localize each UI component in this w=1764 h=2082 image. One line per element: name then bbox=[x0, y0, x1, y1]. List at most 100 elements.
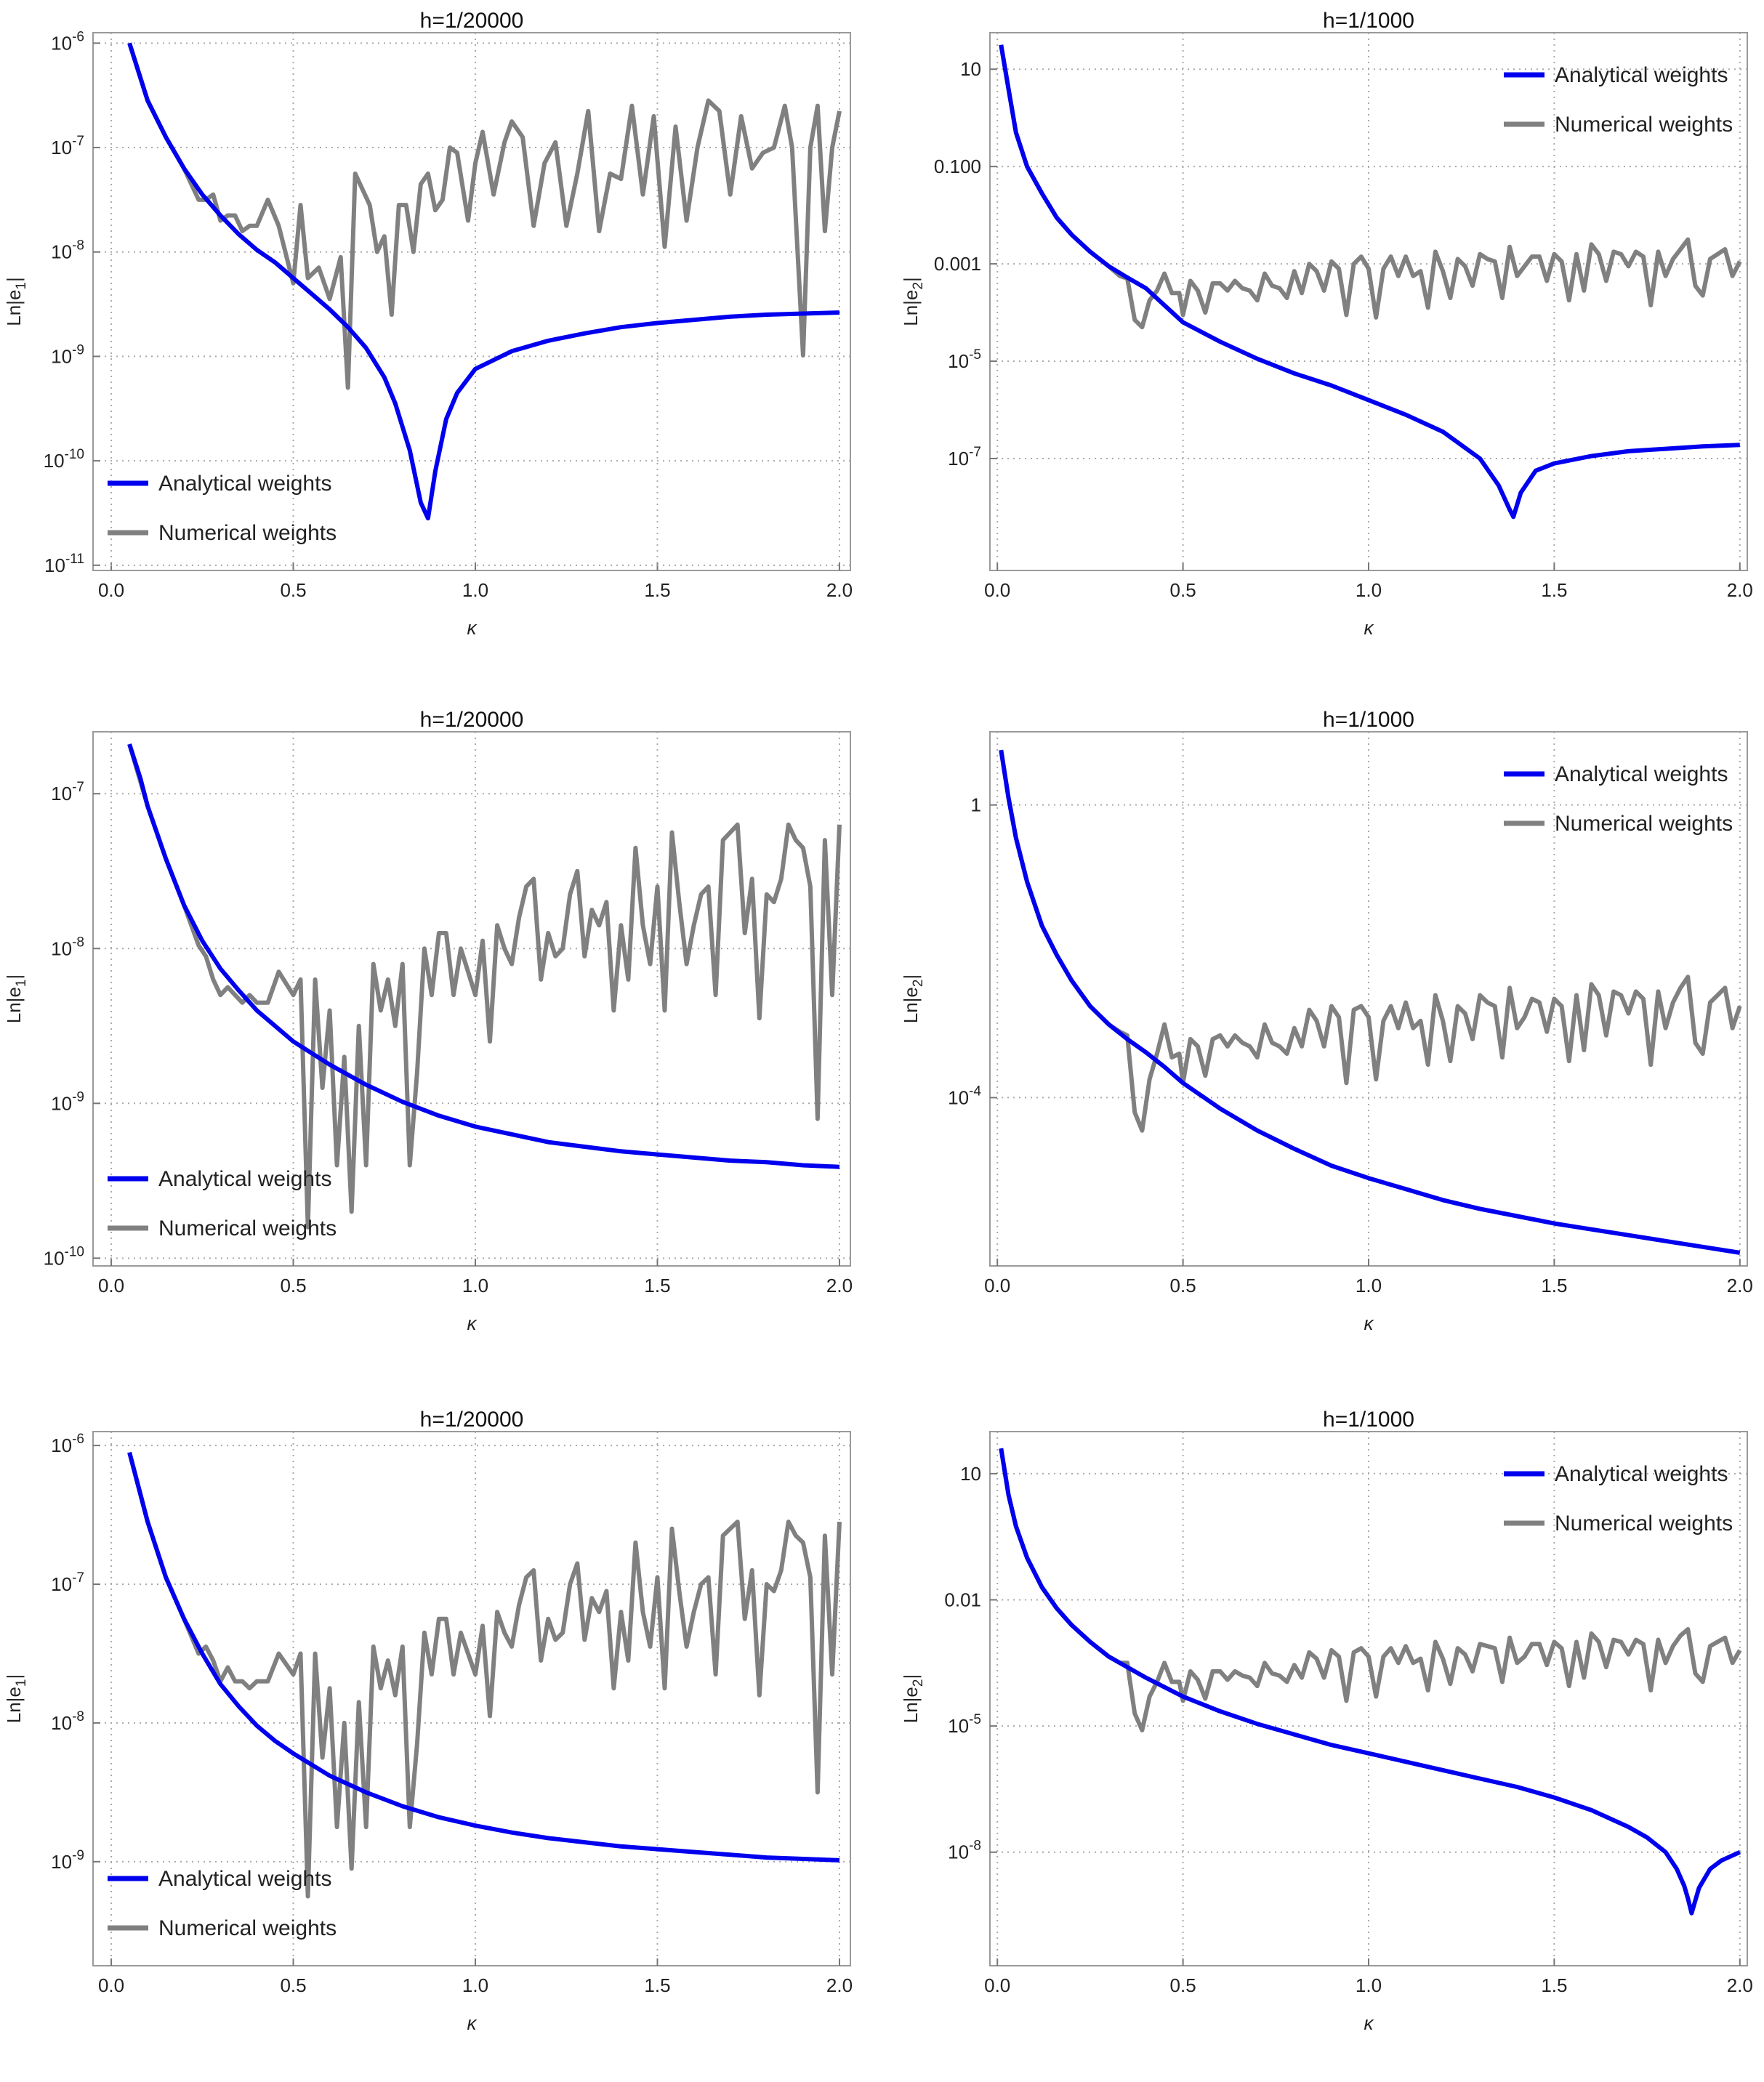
chart-panel-2: h=1/1000 0.0 0.5 1.0 1.5 2.0 10 0.100 0.001 10-5 1… bbox=[882, 0, 1764, 679]
x-tick-label: 1.5 bbox=[644, 579, 670, 601]
legend: Analytical weights Numerical weights bbox=[108, 1167, 337, 1240]
y-tick-label: 10-7 bbox=[948, 445, 981, 469]
numerical-weights-line bbox=[127, 42, 842, 390]
x-tick-label: 2.0 bbox=[1727, 1974, 1753, 1996]
legend-analytical-label: Analytical weights bbox=[158, 1167, 331, 1191]
numerical-weights-line bbox=[127, 743, 842, 1230]
y-tick-label: 10-8 bbox=[948, 1839, 981, 1863]
figure: h=1/20000 0.0 0.5 1.0 1.5 2.0 10-11 10-10 10-9 10… bbox=[0, 0, 1764, 2034]
chart-svg-6: h=1/1000 0.0 0.5 1.0 1.5 2.0 10 0.01 10-5 10-8 κ Ln… bbox=[900, 1408, 1753, 2034]
chart-title: h=1/20000 bbox=[420, 708, 524, 732]
y-axis-label: Ln|e1| bbox=[3, 277, 29, 326]
analytical-weights-line bbox=[999, 1448, 1741, 1916]
x-tick-label: 0.5 bbox=[1170, 1974, 1196, 1996]
x-tick-label: 1.0 bbox=[462, 1275, 488, 1296]
legend-numerical-label: Numerical weights bbox=[1555, 1512, 1733, 1536]
x-tick-label: 0.5 bbox=[280, 1974, 306, 1996]
y-tick-label: 10-8 bbox=[51, 238, 84, 263]
legend: Analytical weights Numerical weights bbox=[1504, 1462, 1733, 1536]
y-tick-label: 10-7 bbox=[51, 134, 84, 158]
series-group bbox=[127, 1451, 842, 1899]
y-tick-label: 0.001 bbox=[934, 253, 981, 275]
legend-numerical-label: Numerical weights bbox=[158, 1916, 337, 1940]
chart-svg-5: h=1/20000 0.0 0.5 1.0 1.5 2.0 10-9 10-8 10-7 10-6… bbox=[3, 1408, 853, 2034]
y-tick-label: 10-5 bbox=[948, 347, 981, 372]
chart-svg-1: h=1/20000 0.0 0.5 1.0 1.5 2.0 10-11 10-10 10-9 10… bbox=[3, 9, 853, 639]
x-tick-label: 1.0 bbox=[462, 579, 488, 601]
chart-svg-4: h=1/1000 0.0 0.5 1.0 1.5 2.0 1 10-4 κ Ln|e2| Analy… bbox=[900, 708, 1753, 1334]
x-tick-label: 0.0 bbox=[984, 579, 1010, 601]
chart-title: h=1/1000 bbox=[1323, 1408, 1414, 1432]
chart-title: h=1/20000 bbox=[420, 1408, 524, 1432]
y-axis-label: Ln|e2| bbox=[900, 1674, 926, 1723]
x-tick-label: 0.5 bbox=[280, 579, 306, 601]
x-tick-label: 0.0 bbox=[98, 1974, 124, 1996]
chart-panel-1: h=1/20000 0.0 0.5 1.0 1.5 2.0 10-11 10-10 10-9 10… bbox=[0, 0, 882, 679]
y-tick-label: 10-8 bbox=[51, 1709, 84, 1734]
chart-title: h=1/20000 bbox=[420, 9, 524, 33]
y-axis-label: Ln|e1| bbox=[3, 975, 29, 1023]
legend-analytical-label: Analytical weights bbox=[1555, 63, 1728, 87]
y-tick-label: 10 bbox=[960, 58, 981, 80]
series-group bbox=[127, 743, 842, 1230]
x-axis-label: κ bbox=[1364, 2012, 1375, 2034]
x-axis-label: κ bbox=[467, 1312, 478, 1334]
x-tick-label: 0.0 bbox=[984, 1275, 1010, 1296]
y-tick-label: 10-11 bbox=[44, 552, 84, 576]
analytical-weights-line bbox=[999, 749, 1741, 1255]
x-tick-label: 2.0 bbox=[826, 1275, 853, 1296]
chart-panel-3: h=1/20000 0.0 0.5 1.0 1.5 2.0 10-10 10-9 10-8 10-… bbox=[0, 699, 882, 1379]
x-tick-label: 1.5 bbox=[644, 1974, 670, 1996]
y-tick-label: 10-6 bbox=[51, 29, 84, 54]
legend-numerical-label: Numerical weights bbox=[158, 1216, 337, 1240]
chart-panel-5: h=1/20000 0.0 0.5 1.0 1.5 2.0 10-9 10-8 10-7 10-6… bbox=[0, 1399, 882, 2078]
x-tick-label: 2.0 bbox=[1727, 579, 1753, 601]
y-tick-label: 0.01 bbox=[944, 1589, 981, 1610]
x-tick-label: 0.0 bbox=[98, 1275, 124, 1296]
legend-analytical-label: Analytical weights bbox=[158, 472, 331, 496]
y-tick-label: 10 bbox=[960, 1463, 981, 1485]
x-tick-label: 1.5 bbox=[1541, 1974, 1567, 1996]
y-axis-label: Ln|e2| bbox=[900, 277, 926, 326]
numerical-weights-line bbox=[999, 44, 1742, 330]
numerical-weights-line bbox=[999, 749, 1742, 1133]
legend: Analytical weights Numerical weights bbox=[108, 472, 337, 545]
x-tick-label: 2.0 bbox=[1727, 1275, 1753, 1296]
x-axis-label: κ bbox=[1364, 1312, 1375, 1334]
legend-numerical-label: Numerical weights bbox=[158, 521, 337, 545]
x-axis-label: κ bbox=[1364, 617, 1375, 639]
x-tick-label: 0.5 bbox=[1170, 1275, 1196, 1296]
analytical-weights-line bbox=[127, 42, 840, 521]
y-tick-label: 10-5 bbox=[948, 1712, 981, 1737]
chart-title: h=1/1000 bbox=[1323, 708, 1414, 732]
numerical-weights-line bbox=[999, 1448, 1742, 1732]
y-axis-label: Ln|e2| bbox=[900, 975, 926, 1023]
x-tick-label: 1.5 bbox=[644, 1275, 670, 1296]
y-tick-label: 10-4 bbox=[948, 1084, 981, 1108]
legend: Analytical weights Numerical weights bbox=[1504, 63, 1733, 137]
analytical-weights-line bbox=[127, 1451, 840, 1863]
x-tick-label: 1.5 bbox=[1541, 579, 1567, 601]
chart-svg-2: h=1/1000 0.0 0.5 1.0 1.5 2.0 10 0.100 0.001 10-5 1… bbox=[900, 9, 1753, 639]
x-axis-label: κ bbox=[467, 2012, 478, 2034]
series-group bbox=[999, 1448, 1742, 1916]
chart-panel-4: h=1/1000 0.0 0.5 1.0 1.5 2.0 1 10-4 κ Ln|e2| Analy… bbox=[882, 699, 1764, 1379]
y-tick-label: 10-8 bbox=[51, 935, 84, 959]
legend-analytical-label: Analytical weights bbox=[158, 1867, 331, 1891]
chart-panel-6: h=1/1000 0.0 0.5 1.0 1.5 2.0 10 0.01 10-5 10-8 κ Ln… bbox=[882, 1399, 1764, 2078]
x-tick-label: 0.0 bbox=[98, 579, 124, 601]
x-tick-label: 1.5 bbox=[1541, 1275, 1567, 1296]
y-tick-label: 10-6 bbox=[51, 1432, 84, 1456]
y-tick-label: 10-10 bbox=[44, 1244, 84, 1269]
x-tick-label: 1.0 bbox=[1356, 1974, 1382, 1996]
x-tick-label: 2.0 bbox=[826, 1974, 853, 1996]
series-group bbox=[999, 749, 1742, 1255]
x-tick-label: 1.0 bbox=[462, 1974, 488, 1996]
plot-frame bbox=[92, 1431, 851, 1966]
x-tick-label: 1.0 bbox=[1356, 1275, 1382, 1296]
legend: Analytical weights Numerical weights bbox=[108, 1867, 337, 1940]
x-tick-label: 0.0 bbox=[984, 1974, 1010, 1996]
series-group bbox=[999, 44, 1742, 520]
x-tick-label: 0.5 bbox=[1170, 579, 1196, 601]
x-tick-label: 1.0 bbox=[1356, 579, 1382, 601]
